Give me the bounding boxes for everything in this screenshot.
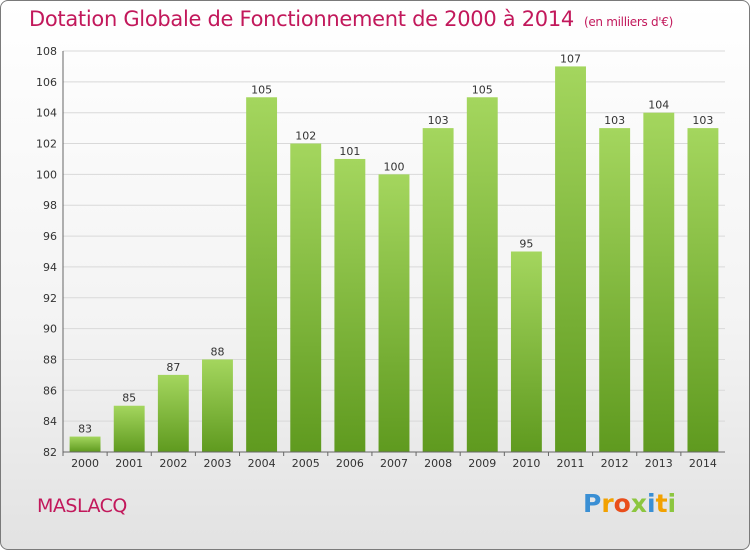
logo-letter: i	[667, 489, 677, 518]
commune-name: MASLACQ	[37, 495, 127, 517]
y-tick-label: 104	[36, 107, 57, 120]
bar	[422, 128, 454, 452]
bar	[378, 174, 410, 452]
x-tick-label: 2005	[292, 457, 320, 470]
data-label: 88	[210, 345, 224, 358]
title-text: Dotation Globale de Fonctionnement de 20…	[29, 7, 574, 31]
logo-letter: i	[647, 489, 656, 518]
data-label: 105	[251, 83, 272, 96]
x-tick-label: 2006	[336, 457, 364, 470]
data-label: 101	[339, 145, 360, 158]
bar	[687, 128, 719, 452]
bar	[113, 405, 145, 452]
y-tick-label: 90	[43, 323, 57, 336]
bar	[466, 97, 498, 453]
x-tick-label: 2009	[468, 457, 496, 470]
y-tick-label: 82	[43, 446, 57, 459]
y-tick-label: 108	[36, 45, 57, 58]
bar	[69, 436, 101, 452]
x-tick-label: 2008	[424, 457, 452, 470]
data-label: 107	[560, 52, 581, 65]
x-tick-label: 2002	[159, 457, 187, 470]
x-tick-label: 2013	[645, 457, 673, 470]
x-tick-label: 2014	[689, 457, 717, 470]
bar	[599, 128, 631, 452]
logo-letter: P	[583, 489, 602, 518]
data-label: 103	[692, 114, 713, 127]
y-tick-label: 84	[43, 415, 57, 428]
x-tick-label: 2000	[71, 457, 99, 470]
logo-letter: x	[630, 489, 647, 518]
bar	[202, 359, 233, 452]
logo-letter: t	[655, 489, 668, 518]
y-tick-label: 100	[36, 168, 57, 181]
y-tick-label: 94	[43, 261, 57, 274]
data-label: 95	[519, 238, 533, 251]
x-tick-label: 2003	[203, 457, 231, 470]
x-tick-label: 2007	[380, 457, 408, 470]
y-tick-label: 86	[43, 384, 57, 397]
bar	[643, 112, 675, 452]
bar	[555, 66, 586, 452]
data-label: 100	[384, 160, 405, 173]
data-label: 102	[295, 130, 316, 143]
x-tick-label: 2012	[601, 457, 629, 470]
data-label: 87	[166, 361, 180, 374]
unit-label: (en milliers d'€)	[583, 15, 673, 29]
x-tick-label: 2004	[248, 457, 276, 470]
bar	[510, 251, 542, 452]
x-tick-label: 2001	[115, 457, 143, 470]
data-label: 103	[604, 114, 625, 127]
x-tick-label: 2010	[512, 457, 540, 470]
bar	[246, 97, 278, 453]
bar	[334, 158, 366, 452]
bar	[157, 374, 189, 452]
data-label: 104	[648, 99, 669, 112]
y-tick-label: 96	[43, 230, 57, 243]
y-tick-label: 106	[36, 76, 57, 89]
logo-letter: o	[613, 489, 631, 518]
x-tick-label: 2011	[557, 457, 585, 470]
data-label: 105	[472, 83, 493, 96]
chart-title: Dotation Globale de Fonctionnement de 20…	[29, 7, 673, 31]
y-tick-label: 98	[43, 199, 57, 212]
data-label: 85	[122, 392, 136, 405]
data-label: 103	[428, 114, 449, 127]
bar	[290, 143, 322, 453]
logo-letter: r	[601, 489, 614, 518]
y-tick-label: 102	[36, 138, 57, 151]
proxiti-logo[interactable]: Proxiti	[583, 489, 676, 518]
y-tick-label: 88	[43, 353, 57, 366]
data-label: 83	[78, 423, 92, 436]
y-tick-label: 92	[43, 292, 57, 305]
